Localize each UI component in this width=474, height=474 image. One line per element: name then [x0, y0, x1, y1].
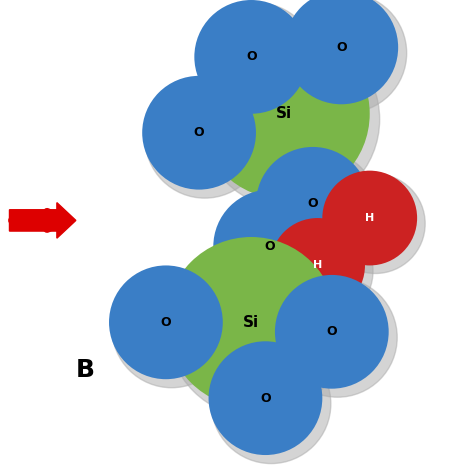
Circle shape [201, 30, 380, 209]
Circle shape [109, 265, 223, 379]
Circle shape [278, 278, 397, 397]
Circle shape [287, 0, 407, 113]
Circle shape [199, 28, 370, 199]
Circle shape [284, 0, 398, 104]
Circle shape [211, 344, 331, 464]
Circle shape [194, 0, 308, 114]
Text: O: O [161, 316, 171, 329]
Text: O: O [327, 325, 337, 338]
Text: O: O [260, 392, 271, 405]
Circle shape [322, 171, 417, 265]
Circle shape [142, 76, 256, 190]
Text: Si: Si [243, 315, 259, 330]
Text: H: H [313, 260, 322, 271]
Text: Si: Si [276, 106, 292, 121]
Circle shape [112, 268, 231, 388]
Circle shape [145, 79, 264, 198]
Circle shape [326, 174, 425, 273]
Text: O: O [265, 240, 275, 253]
Circle shape [273, 221, 373, 321]
Circle shape [197, 3, 317, 122]
Circle shape [275, 275, 389, 389]
Circle shape [209, 341, 322, 455]
Circle shape [216, 192, 336, 312]
Circle shape [259, 150, 378, 269]
Circle shape [167, 238, 346, 418]
Circle shape [270, 218, 365, 313]
Text: O: O [336, 41, 346, 54]
Text: O: O [194, 126, 204, 139]
Text: O: O [308, 197, 318, 210]
Text: H: H [365, 213, 374, 223]
Circle shape [213, 190, 327, 303]
Circle shape [166, 237, 337, 408]
Circle shape [256, 147, 370, 261]
Text: O: O [246, 50, 256, 64]
Text: B: B [76, 358, 95, 382]
FancyArrow shape [9, 203, 76, 238]
